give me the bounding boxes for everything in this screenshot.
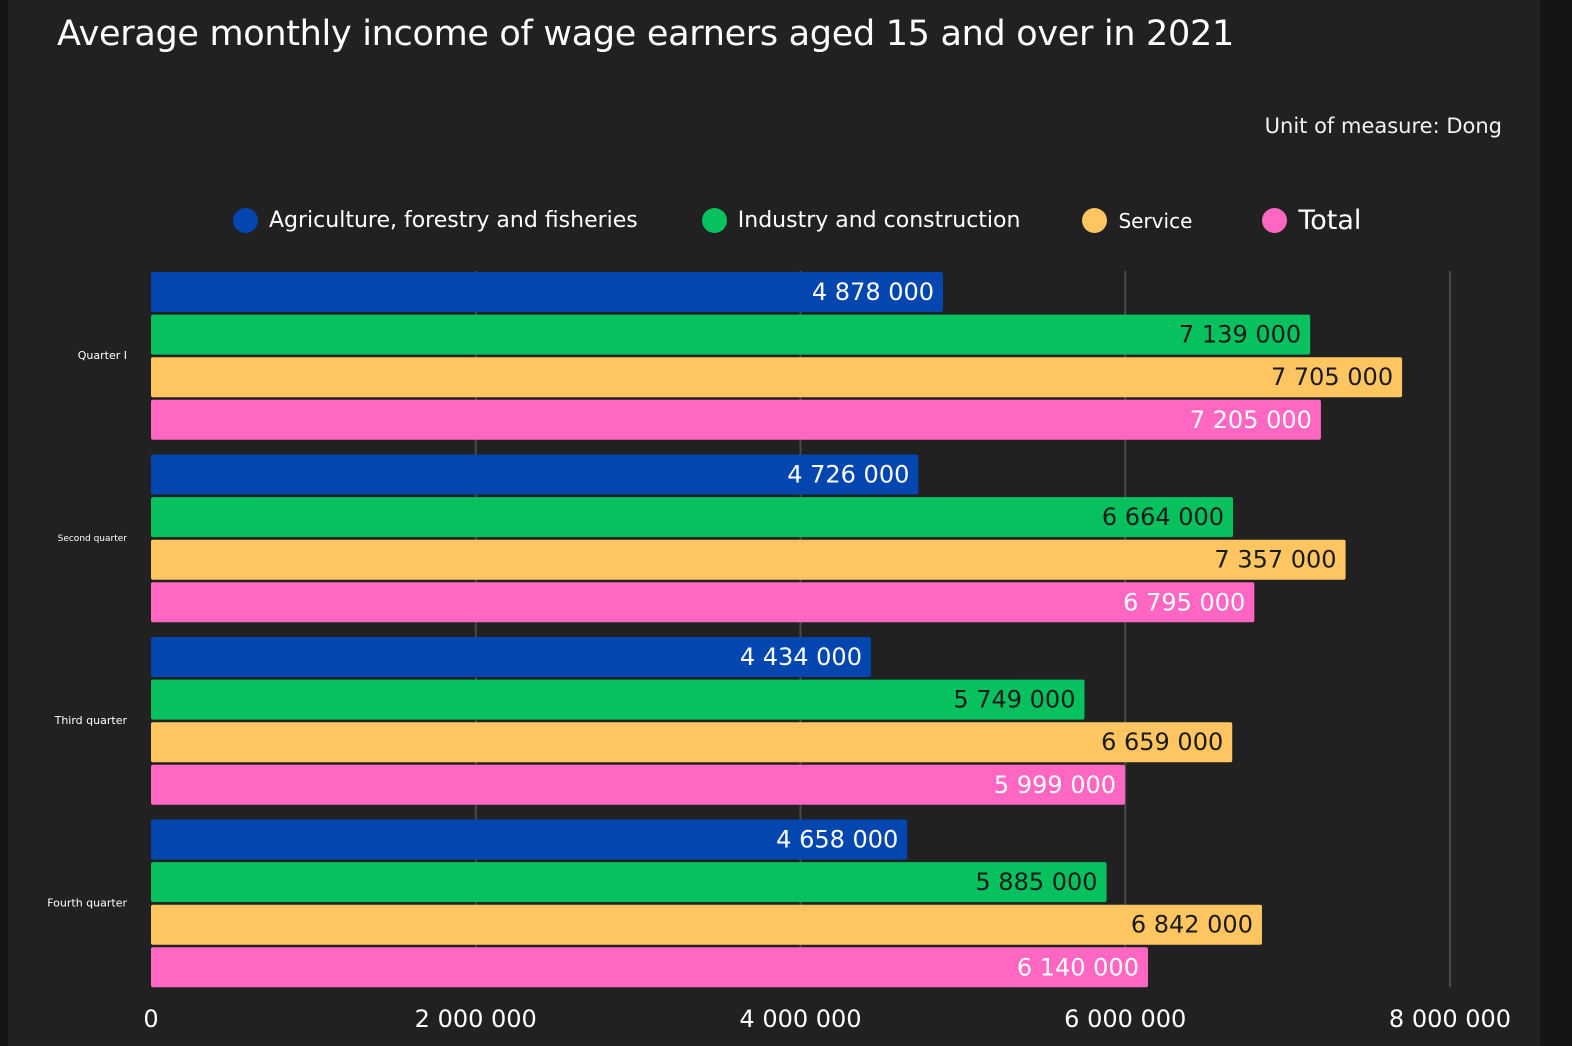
bar [151,454,919,495]
category-label: Third quarter [54,714,128,727]
bar [151,272,944,312]
legend-item-agriculture: Agriculture, forestry and fisheries [233,208,638,233]
bar [151,722,1233,763]
data-label: 6 842 000 [1131,911,1253,939]
legend-label-total: Total [1298,205,1362,236]
legend-label-service: Service [1118,208,1193,233]
data-label: 5 885 000 [975,868,1097,896]
chart-title: Average monthly income of wage earners a… [57,14,1234,54]
data-label: 7 205 000 [1190,406,1312,434]
bars [151,272,1403,988]
category-label: Second quarter [58,534,128,544]
data-label: 4 434 000 [740,643,862,671]
bar [151,764,1126,805]
x-tick-label: 2 000 000 [415,1005,537,1033]
data-label: 6 795 000 [1123,588,1245,616]
legend-label-agriculture: Agriculture, forestry and fisheries [269,208,638,233]
bar [151,947,1148,988]
data-label: 7 139 000 [1179,321,1301,349]
bar [151,399,1321,440]
data-label: 7 705 000 [1271,363,1393,391]
legend-swatch-service [1082,208,1108,233]
data-label: 6 140 000 [1017,953,1139,981]
data-label: 6 664 000 [1102,503,1224,531]
x-tick-label: 4 000 000 [739,1005,861,1033]
bar [151,819,908,860]
legend-swatch-agriculture [233,208,258,233]
bar [151,539,1346,580]
data-label: 6 659 000 [1101,728,1223,756]
bar [151,314,1311,355]
x-tick-label: 8 000 000 [1389,1005,1511,1033]
data-label: 4 878 000 [812,278,934,306]
bar [151,637,871,677]
data-label: 5 749 000 [953,686,1075,714]
x-tick-label: 6 000 000 [1064,1005,1186,1033]
x-axis-tick-labels: 0 2 000 000 4 000 000 6 000 000 8 000 000 [143,1005,1511,1033]
bar [151,582,1255,623]
x-tick-label: 0 [143,1005,158,1033]
legend-item-service: Service [1082,208,1192,233]
bar [151,862,1107,903]
data-label: 5 999 000 [994,771,1116,799]
data-label: 4 726 000 [787,461,909,489]
legend-swatch-industry [701,208,727,233]
data-labels: 4 878 000 7 139 000 7 705 000 7 205 000 4 72… [740,278,1393,981]
data-label: 7 357 000 [1214,546,1336,574]
legend-label-industry: Industry and construction [737,208,1021,233]
legend: Agriculture, forestry and fisheries Indu… [233,205,1361,236]
category-labels: Quarter I Second quarter Third quarter Four… [47,349,127,910]
unit-of-measure: Unit of measure: Dong [1264,114,1502,138]
category-label: Fourth quarter [47,897,127,910]
legend-item-total: Total [1262,205,1361,236]
legend-swatch-total [1262,208,1288,233]
bar [151,497,1234,538]
category-label: Quarter I [78,349,127,362]
data-label: 4 658 000 [776,826,898,854]
bar [151,679,1085,720]
legend-item-industry: Industry and construction [701,208,1021,233]
bar [151,357,1403,398]
bar [151,904,1262,945]
